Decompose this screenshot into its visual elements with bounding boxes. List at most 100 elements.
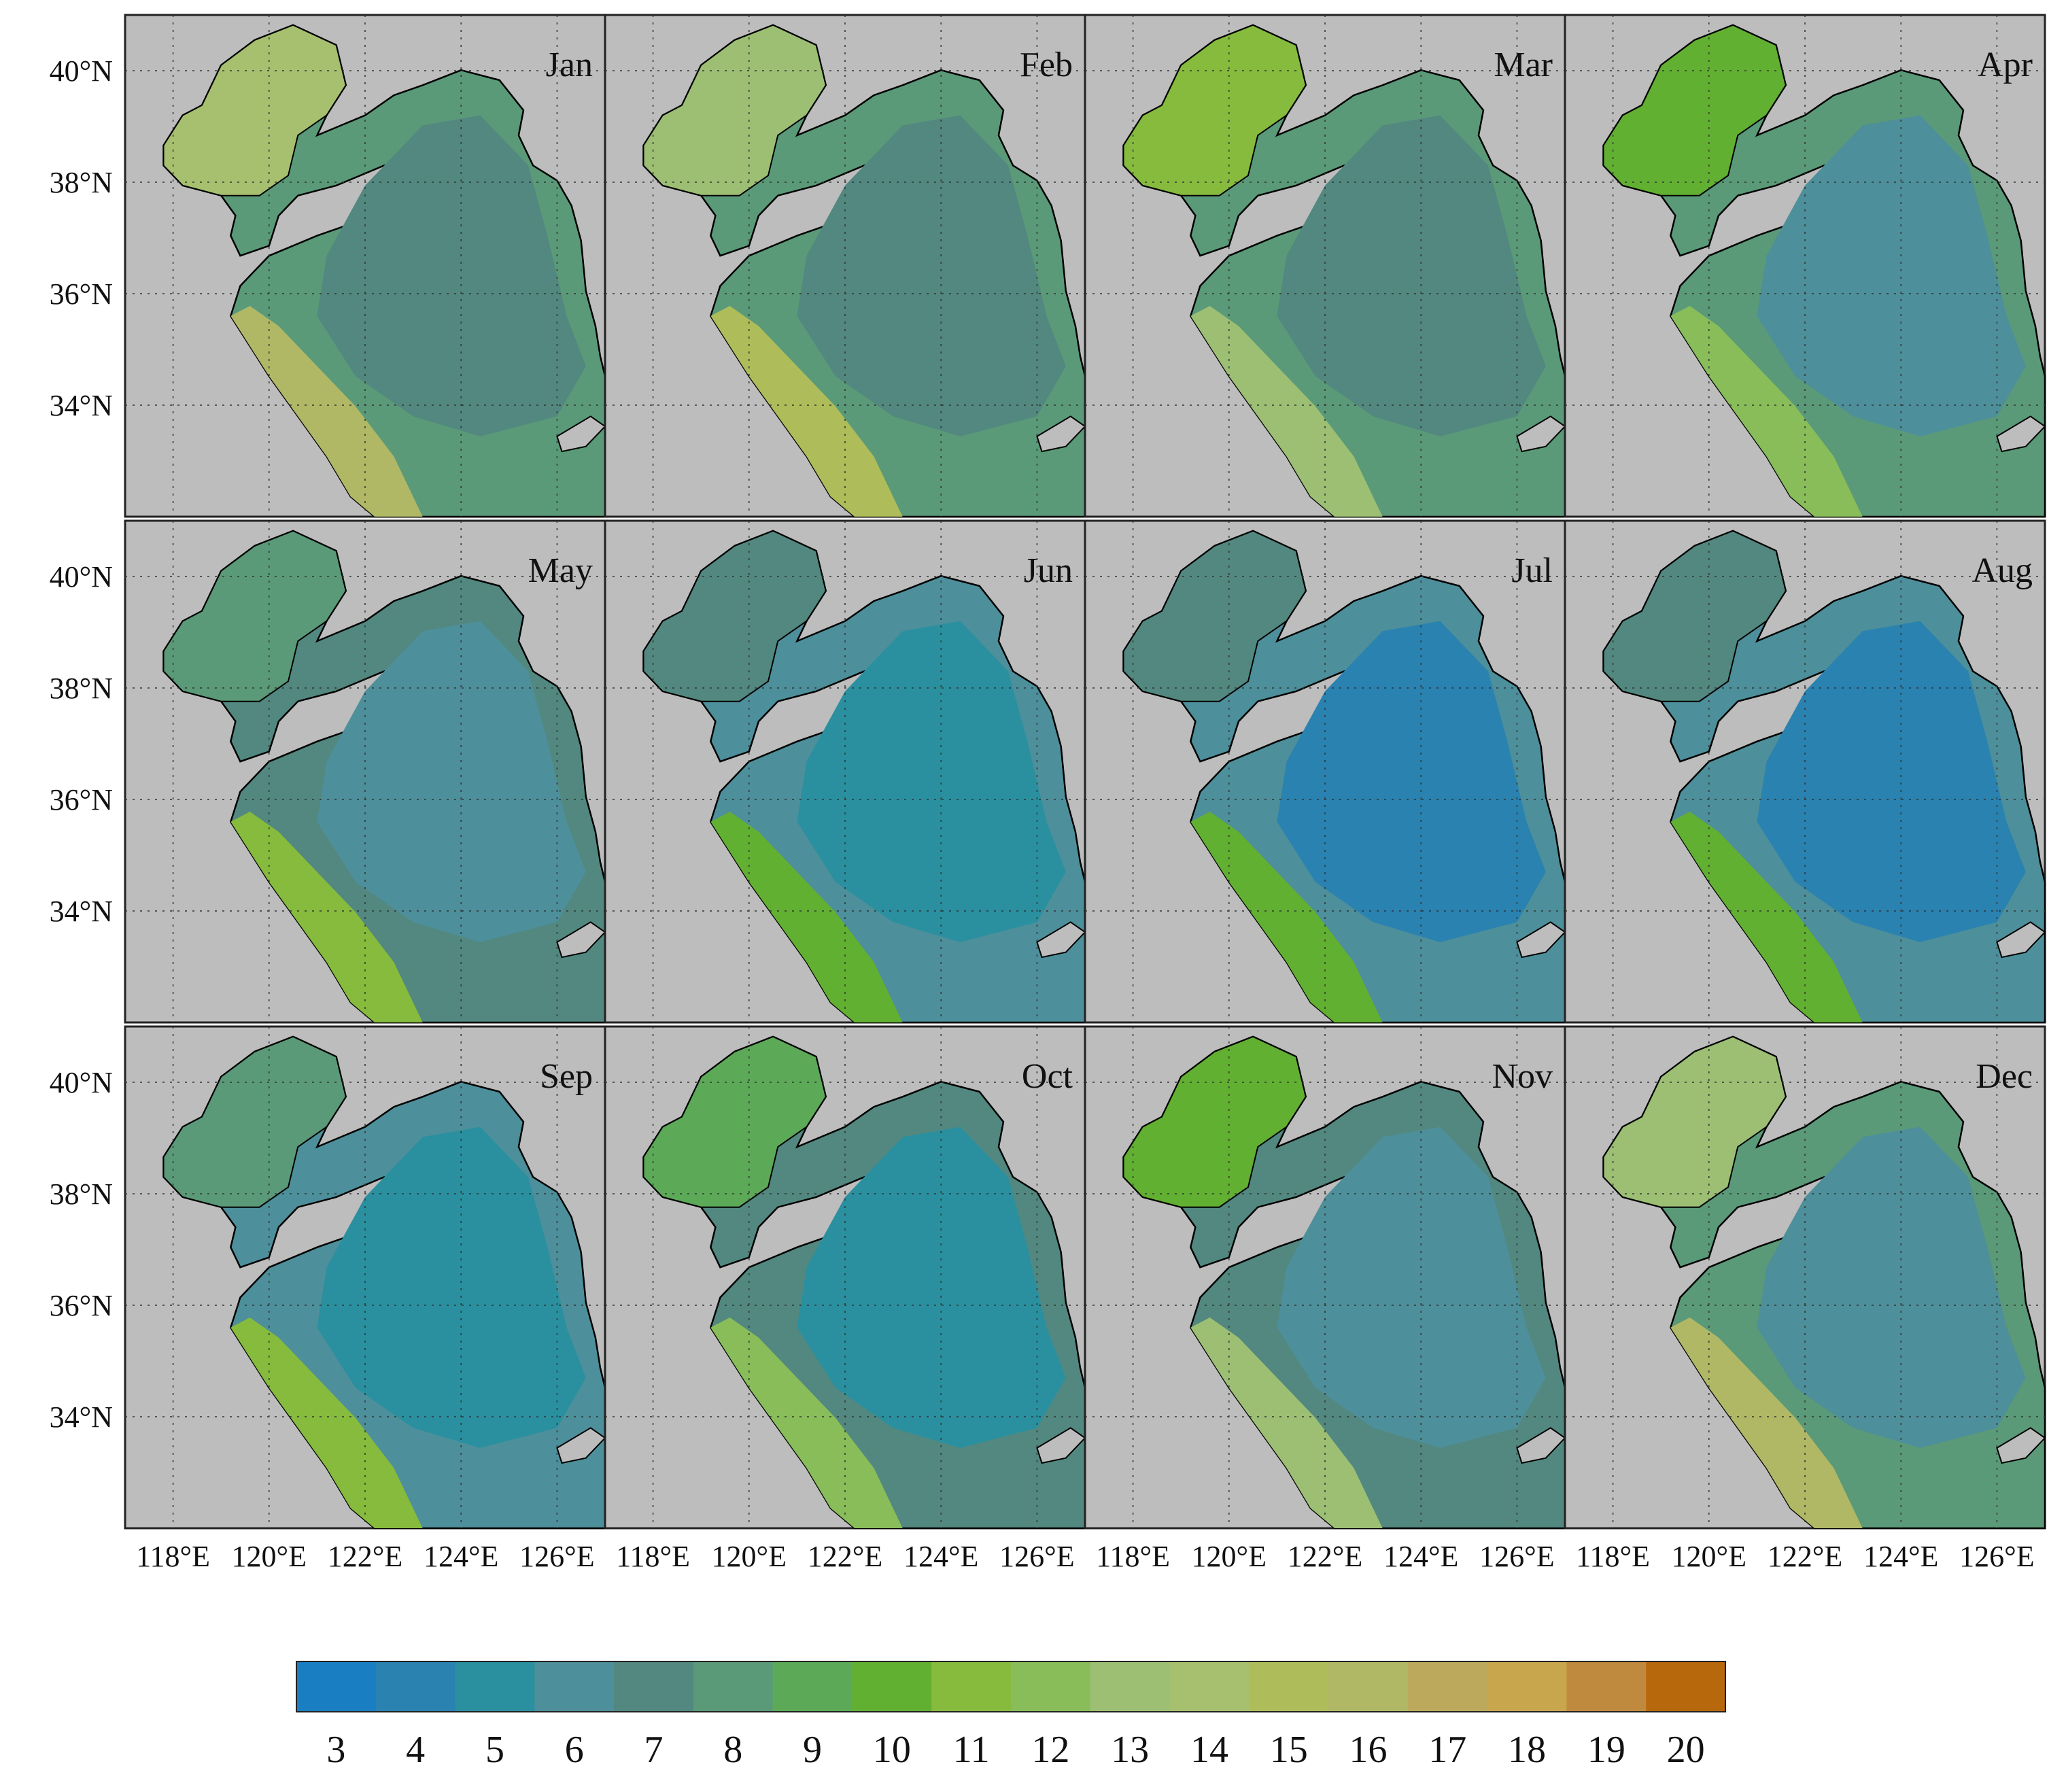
lat-tick-label: 38°N <box>50 166 113 199</box>
map-panel-dec: Dec <box>1564 1025 2046 1530</box>
offshore-core <box>1277 115 1546 436</box>
bohai-region <box>1602 530 1787 702</box>
lon-tick-label: 122°E <box>1768 1540 1842 1573</box>
north-jiangsu-region <box>1190 1317 1383 1528</box>
island <box>1036 1427 1086 1464</box>
island <box>1996 415 2046 453</box>
north-jiangsu-region <box>1670 812 1863 1022</box>
north-jiangsu-region <box>710 1317 903 1528</box>
colorbar-tick-label: 15 <box>1270 1729 1308 1771</box>
lon-tick-label: 124°E <box>1383 1540 1458 1573</box>
colorbar-swatch <box>852 1661 932 1712</box>
north-jiangsu-region <box>1190 812 1383 1022</box>
north-jiangsu-region <box>710 306 903 517</box>
island <box>1036 415 1086 453</box>
month-label: Apr <box>1978 46 2033 84</box>
island <box>1516 921 1566 959</box>
colorbar-swatch <box>1169 1661 1250 1712</box>
colorbar-swatch <box>1249 1661 1329 1712</box>
offshore-core <box>797 1126 1066 1448</box>
month-label: Dec <box>1976 1057 2033 1096</box>
island <box>1036 921 1086 959</box>
offshore-core <box>1757 1126 2026 1448</box>
colorbar-tick-label: 12 <box>1031 1729 1069 1771</box>
island <box>556 1427 606 1464</box>
colorbar-tick-label: 7 <box>644 1729 664 1771</box>
lon-tick-label: 118°E <box>1096 1540 1170 1573</box>
bohai-region <box>1602 1035 1787 1208</box>
bohai-region <box>162 530 347 702</box>
lon-tick-label: 122°E <box>328 1540 402 1573</box>
lon-tick-label: 126°E <box>1959 1540 2034 1573</box>
offshore-core <box>797 115 1066 436</box>
offshore-core <box>317 115 586 436</box>
month-label: Jun <box>1024 551 1073 590</box>
axes-group: 40°N 38°N 36°N 34°N 40°N 38°N 36°N 34°N 40°N 38°N… <box>50 54 2035 1573</box>
map-panel-may: May <box>124 519 606 1024</box>
lat-tick-label: 36°N <box>50 1289 113 1322</box>
lat-tick-label: 40°N <box>50 560 113 593</box>
lon-tick-label: 126°E <box>999 1540 1074 1573</box>
colorbar-tick-label: 16 <box>1349 1729 1388 1771</box>
colorbar-tick-label: 20 <box>1667 1729 1705 1771</box>
colorbar: 3 4 5 6 7 8 9 10 11 12 13 14 15 16 17 18 19 20 <box>296 1661 1726 1771</box>
colorbar-tick-label: 4 <box>406 1729 425 1771</box>
lon-tick-label: 120°E <box>1672 1540 1746 1573</box>
offshore-core <box>317 621 586 942</box>
colorbar-swatch <box>1487 1661 1567 1712</box>
bohai-region <box>1122 1035 1307 1208</box>
map-panel-nov: Nov <box>1084 1025 1566 1530</box>
colorbar-swatch <box>614 1661 694 1712</box>
colorbar-swatch <box>1328 1661 1409 1712</box>
lat-tick-label: 38°N <box>50 672 113 705</box>
lat-tick-label: 36°N <box>50 783 113 816</box>
colorbar-swatch <box>693 1661 774 1712</box>
month-label: Feb <box>1020 46 1073 84</box>
map-panel-sep: Sep <box>124 1025 606 1530</box>
lon-tick-label: 126°E <box>519 1540 594 1573</box>
colorbar-swatch <box>1090 1661 1171 1712</box>
lat-tick-label: 34°N <box>50 389 113 422</box>
colorbar-tick-label: 8 <box>723 1729 742 1771</box>
colorbar-swatch <box>931 1661 1012 1712</box>
lon-tick-label: 118°E <box>616 1540 690 1573</box>
lat-tick-label: 34°N <box>50 1400 113 1434</box>
lon-tick-label: 120°E <box>712 1540 787 1573</box>
offshore-core <box>1277 1126 1546 1448</box>
lon-tick-label: 118°E <box>136 1540 210 1573</box>
map-panel-aug: Aug <box>1564 519 2046 1024</box>
colorbar-tick-label: 14 <box>1190 1729 1228 1771</box>
north-jiangsu-region <box>1670 306 1863 517</box>
lon-tick-label: 122°E <box>1288 1540 1362 1573</box>
month-label: Oct <box>1022 1057 1073 1096</box>
bohai-region <box>162 1035 347 1208</box>
colorbar-tick-label: 10 <box>873 1729 911 1771</box>
colorbar-tick-label: 5 <box>485 1729 504 1771</box>
bohai-region <box>642 530 827 702</box>
month-label: May <box>528 551 593 590</box>
colorbar-swatch <box>1566 1661 1647 1712</box>
island <box>1516 415 1566 453</box>
lon-tick-label: 120°E <box>232 1540 307 1573</box>
colorbar-tick-label: 18 <box>1508 1729 1546 1771</box>
colorbar-tick-label: 6 <box>565 1729 584 1771</box>
month-label: Nov <box>1492 1057 1553 1096</box>
map-panel-oct: Oct <box>604 1025 1086 1530</box>
month-label: Mar <box>1494 46 1553 84</box>
island <box>556 415 606 453</box>
lon-tick-label: 124°E <box>1863 1540 1938 1573</box>
colorbar-swatch <box>534 1661 615 1712</box>
colorbar-swatch <box>455 1661 535 1712</box>
north-jiangsu-region <box>1190 306 1383 517</box>
bohai-region <box>1122 530 1307 702</box>
bohai-region <box>162 24 347 196</box>
month-label: Jul <box>1511 551 1553 590</box>
island <box>1516 1427 1566 1464</box>
colorbar-swatch <box>1407 1661 1488 1712</box>
colorbar-tick-label: 11 <box>953 1729 990 1771</box>
offshore-core <box>1757 115 2026 436</box>
bohai-region <box>642 1035 827 1208</box>
north-jiangsu-region <box>230 306 423 517</box>
map-panel-apr: Apr <box>1564 14 2046 518</box>
